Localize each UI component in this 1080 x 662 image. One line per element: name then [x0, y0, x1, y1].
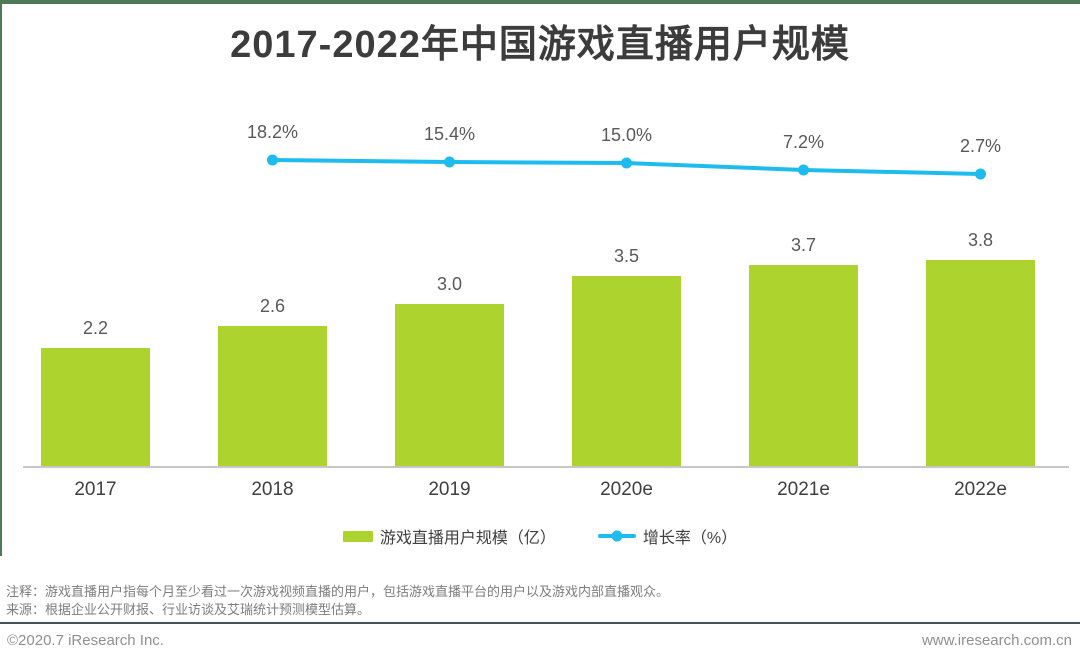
- growth-point-icon: [267, 154, 278, 166]
- line-legend-dot-icon: [611, 530, 623, 542]
- bar-2022e: [926, 260, 1035, 468]
- legend: 游戏直播用户规模（亿） 增长率（%）: [0, 524, 1080, 548]
- x-axis-label: 2020e: [600, 479, 653, 500]
- bar-value-label: 2.2: [82, 318, 109, 338]
- bar-2017: [41, 348, 150, 468]
- note-annotation: 注释：游戏直播用户指每个月至少看过一次游戏视频直播的用户，包括游戏直播平台的用户…: [6, 584, 670, 599]
- growth-value-label: 18.2%: [246, 122, 299, 142]
- bar-legend-label: 游戏直播用户规模（亿）: [379, 530, 556, 547]
- footer-website: www.iresearch.com.cn: [921, 632, 1072, 649]
- bar-value-label: 3.7: [790, 235, 817, 255]
- bar-legend-swatch-icon: [342, 530, 373, 542]
- footer: ©2020.7 iResearch Inc. www.iresearch.com…: [7, 632, 1072, 649]
- left-accent-border: [0, 0, 2, 556]
- bar-2020e: [572, 276, 681, 468]
- x-axis-label: 2019: [428, 479, 471, 500]
- legend-item-users: 游戏直播用户规模（亿）: [342, 524, 556, 548]
- chart-title: 2017-2022年中国游戏直播用户规模: [230, 24, 850, 66]
- growth-point-icon: [798, 164, 809, 176]
- bar-value-label: 2.6: [259, 296, 286, 316]
- x-axis-label: 2021e: [777, 479, 830, 500]
- bar-value-label: 3.0: [436, 274, 463, 294]
- bar-2021e: [749, 265, 858, 468]
- note-source: 来源：根据企业公开财报、行业访谈及艾瑞统计预测模型估算。: [6, 602, 371, 617]
- x-axis-label: 2022e: [954, 479, 1007, 500]
- line-legend-label: 增长率（%）: [642, 530, 738, 547]
- growth-point-icon: [444, 156, 455, 168]
- line-legend-swatch-icon: [597, 530, 636, 542]
- growth-value-label: 15.0%: [600, 125, 653, 145]
- x-axis-label: 2017: [74, 479, 117, 500]
- bar-value-label: 3.8: [967, 230, 994, 250]
- x-axis-label: 2018: [251, 479, 294, 500]
- bar-2018: [218, 326, 327, 468]
- footer-copyright: ©2020.7 iResearch Inc.: [7, 632, 164, 649]
- x-axis-line: [23, 466, 1069, 468]
- legend-item-growth: 增长率（%）: [597, 524, 738, 548]
- growth-value-label: 15.4%: [423, 124, 476, 144]
- bar-value-label: 3.5: [613, 246, 640, 266]
- growth-point-icon: [621, 157, 632, 169]
- growth-point-icon: [975, 168, 986, 180]
- bar-2019: [395, 304, 504, 468]
- growth-value-label: 2.7%: [959, 136, 1002, 156]
- growth-value-label: 7.2%: [782, 132, 825, 152]
- top-accent-border: [0, 0, 1080, 4]
- notes-block: 注释：游戏直播用户指每个月至少看过一次游戏视频直播的用户，包括游戏直播平台的用户…: [6, 583, 1072, 619]
- footer-divider: [0, 622, 1080, 624]
